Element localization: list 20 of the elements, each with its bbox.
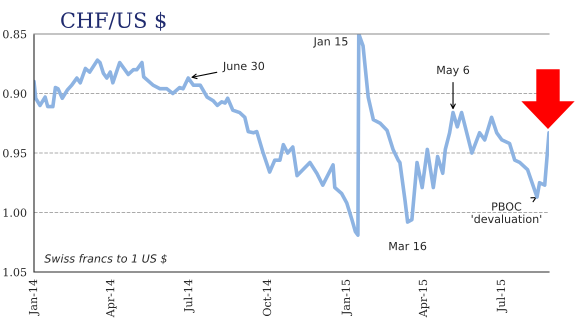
x-tick-label: Apr-14	[106, 280, 116, 318]
y-tick-label: 0.95	[3, 148, 26, 158]
y-tick-label: 1.00	[4, 208, 26, 217]
x-tick-label: Jan-14	[28, 280, 40, 316]
x-tick-label: Jul-15	[496, 280, 508, 313]
annotation: Mar 16	[389, 242, 426, 250]
y-tick-label: 1.05	[4, 268, 26, 276]
x-tick-label: Jan-15	[342, 280, 352, 316]
line-series	[34, 34, 549, 237]
annotation: May 6	[437, 66, 470, 76]
x-tick-label: Apr-15	[418, 280, 430, 318]
annotation: Jan 15	[313, 37, 348, 48]
annotation: Swiss francs to 1 US $	[44, 254, 167, 264]
annotation: PBOC 'devaluation'	[472, 202, 542, 224]
chart-title: CHF/US $	[61, 12, 166, 31]
annotation: June 30	[222, 62, 264, 72]
y-tick-label: 0.90	[3, 89, 26, 98]
x-tick-label: Jul-14	[184, 280, 194, 313]
x-tick-label: Oct-14	[262, 280, 272, 316]
y-tick-label: 0.85	[3, 30, 26, 38]
